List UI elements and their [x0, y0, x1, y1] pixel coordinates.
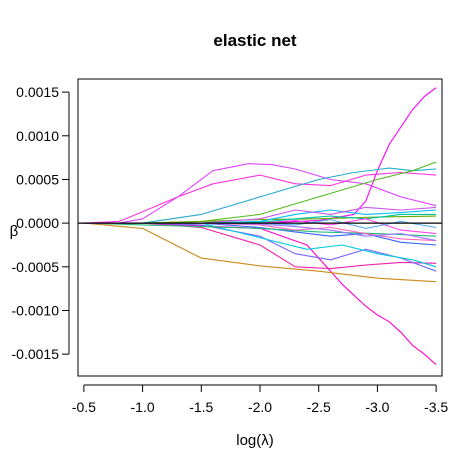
series-line-15 [83, 206, 437, 224]
series-line-4 [83, 171, 437, 224]
chart-title: elastic net [213, 31, 296, 50]
y-tick-label: 0.0010 [16, 128, 59, 144]
y-axis-label: β [10, 223, 19, 240]
x-tick-label: -3.5 [424, 399, 448, 415]
series-layer [83, 87, 437, 366]
series-line-12 [83, 222, 437, 237]
x-tick-label: -1.0 [131, 399, 155, 415]
x-tick-label: -3.0 [365, 399, 389, 415]
x-tick-label: -1.5 [189, 399, 213, 415]
series-line-1 [83, 87, 437, 224]
series-line-8 [83, 222, 437, 270]
y-axis: 0.0015 0.0010 0.0005 0.0000 -0.0005 -0.0010 -0… [12, 84, 70, 362]
series-line-3 [83, 222, 437, 283]
series-line-6 [83, 167, 437, 224]
y-tick-label: 0.0000 [16, 215, 59, 231]
y-tick-label: -0.0005 [12, 259, 60, 275]
y-tick-label: -0.0010 [12, 302, 60, 318]
x-tick-label: -0.5 [72, 399, 96, 415]
y-tick-label: -0.0015 [12, 346, 60, 362]
x-tick-label: -2.0 [248, 399, 272, 415]
x-axis-label: log(λ) [236, 432, 274, 449]
series-line-5 [83, 163, 437, 224]
y-tick-label: 0.0015 [16, 84, 59, 100]
x-axis: -0.5 -1.0 -1.5 -2.0 -2.5 -3.0 -3.5 [72, 384, 448, 415]
y-tick-label: 0.0005 [16, 171, 59, 187]
series-line-2 [83, 222, 437, 366]
plot-frame [77, 78, 443, 377]
x-tick-label: -2.5 [307, 399, 331, 415]
